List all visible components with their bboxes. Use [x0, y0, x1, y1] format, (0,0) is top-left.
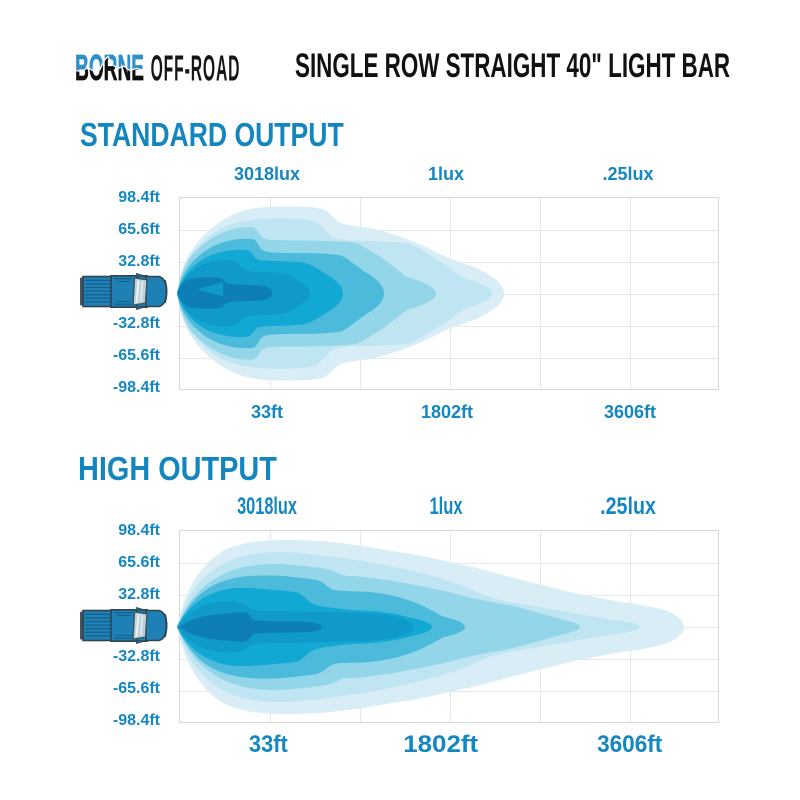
svg-text:OFF-ROAD: OFF-ROAD	[151, 48, 241, 88]
